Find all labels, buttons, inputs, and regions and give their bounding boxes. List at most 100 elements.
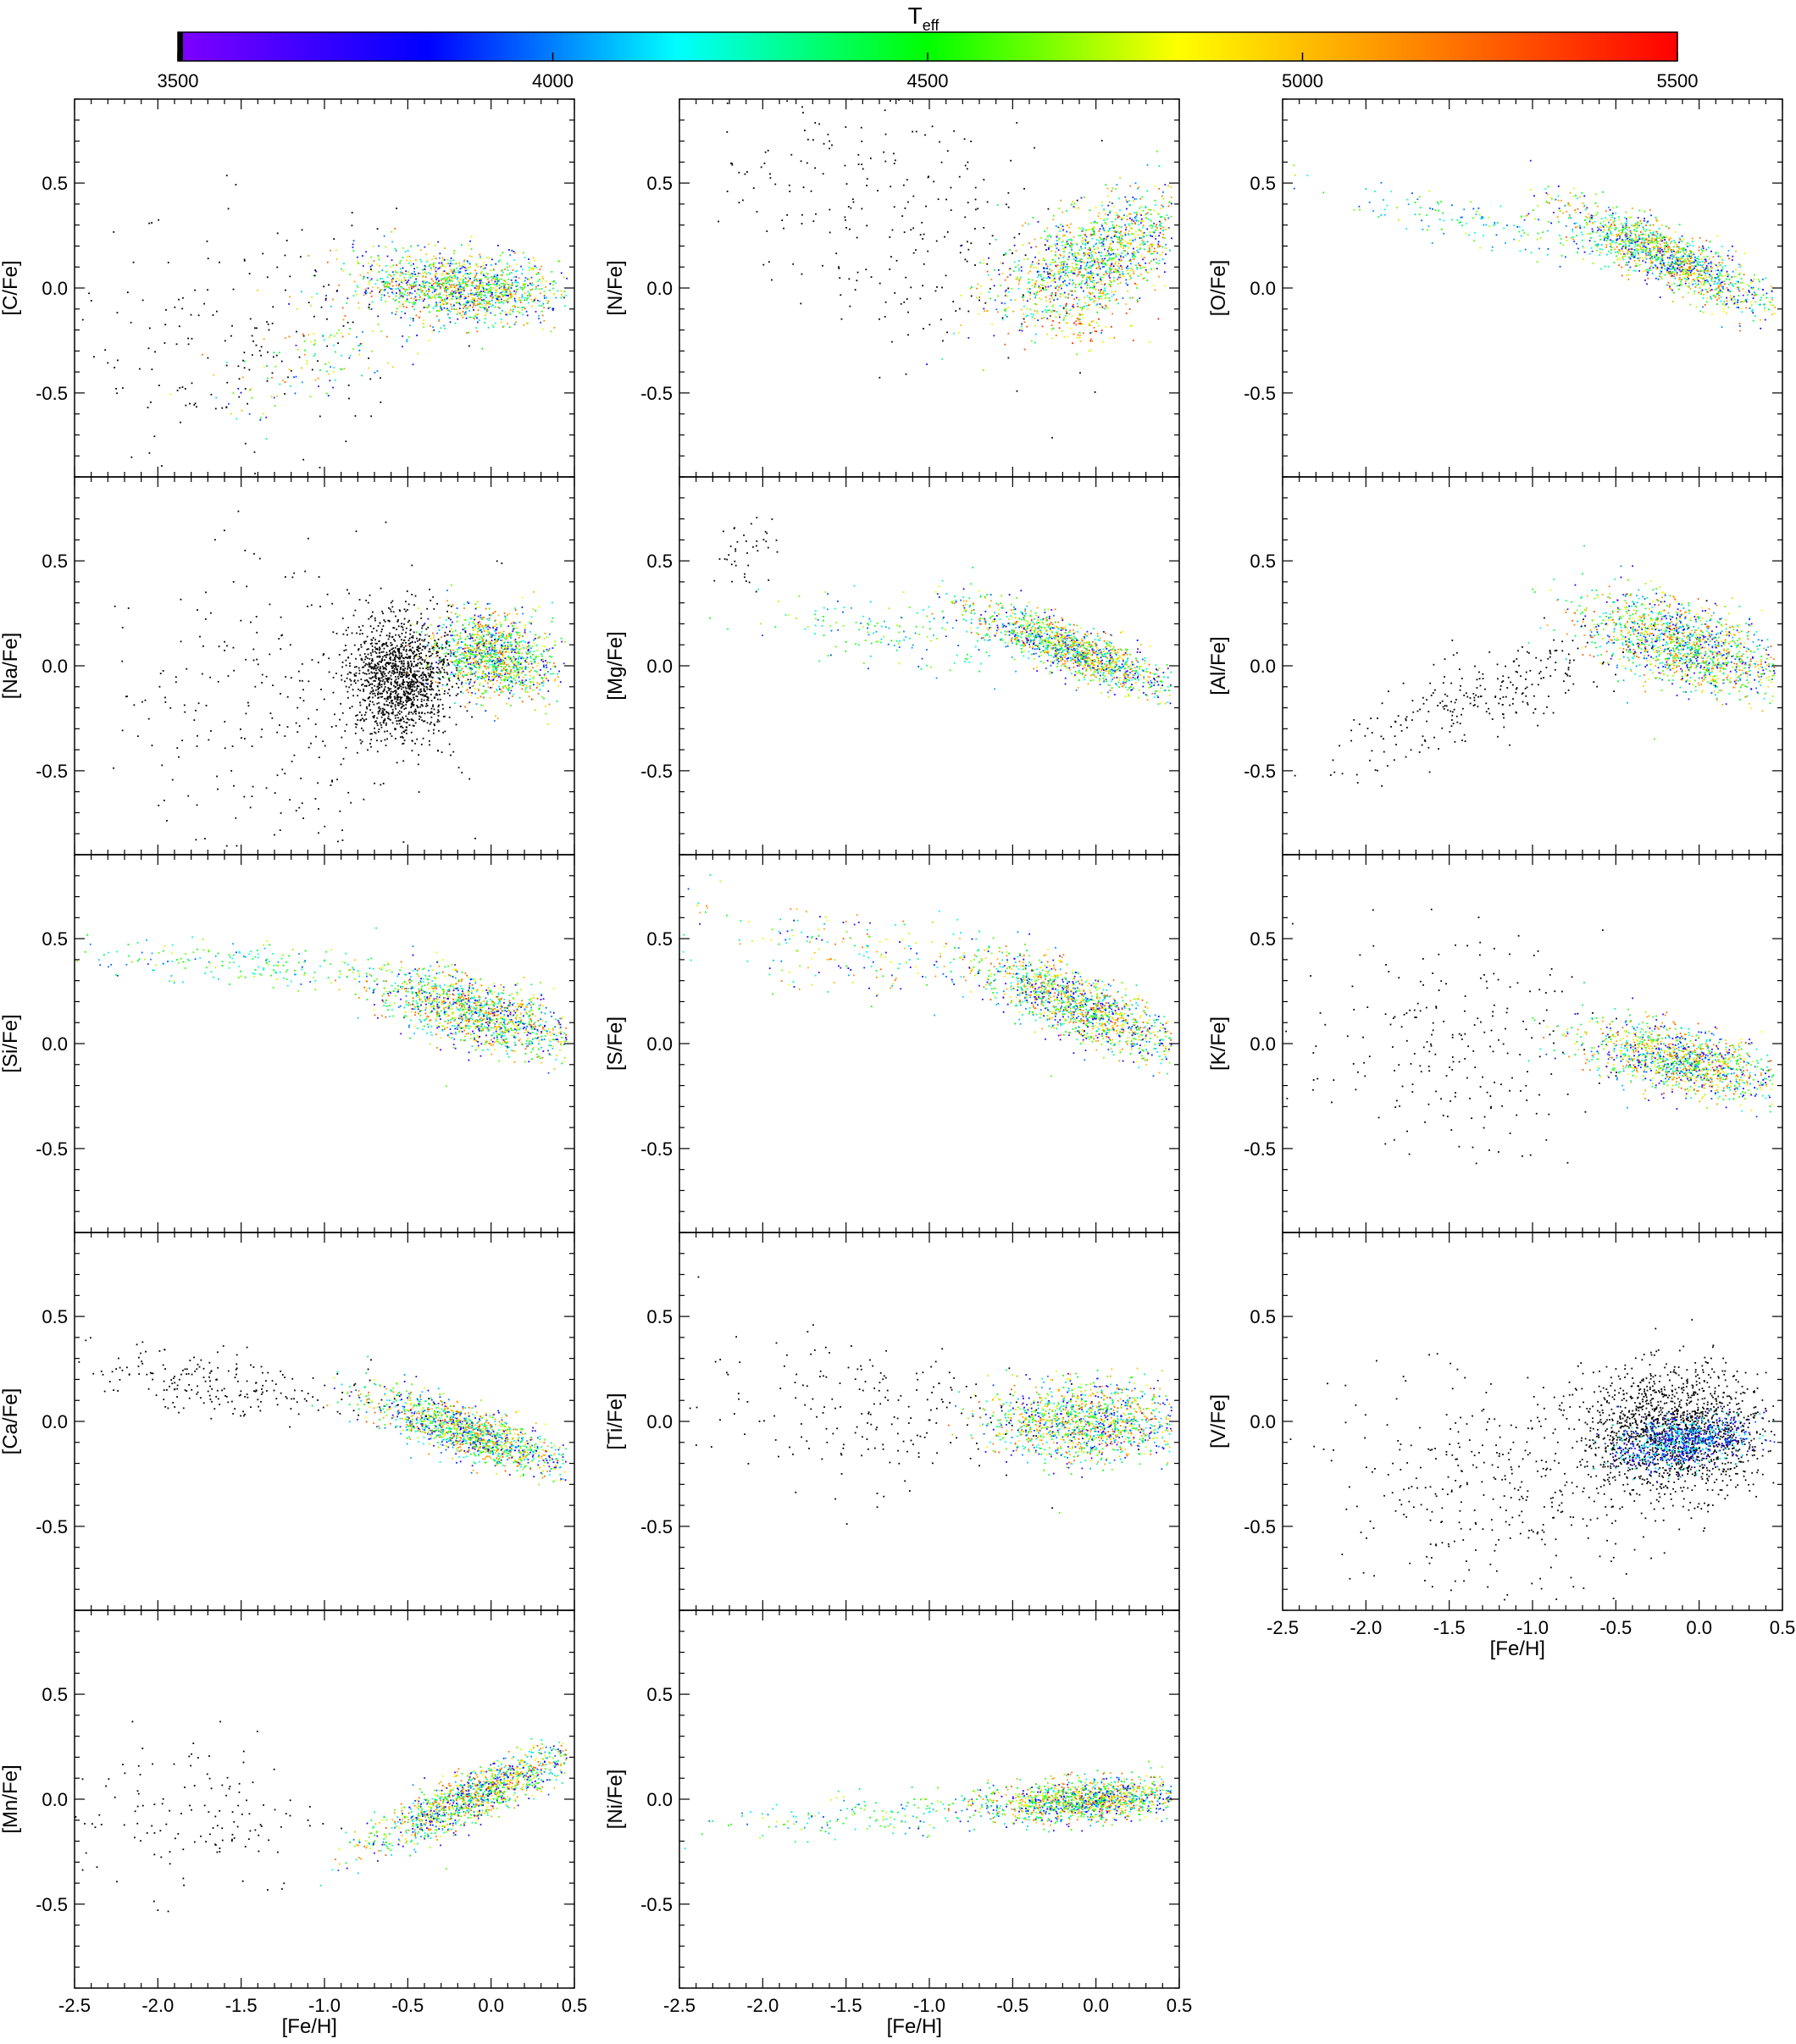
data-point [1033, 313, 1034, 316]
data-point [474, 280, 475, 281]
data-point [1137, 301, 1139, 302]
data-point [1106, 237, 1107, 240]
data-point [1679, 274, 1682, 276]
data-point [1041, 279, 1044, 281]
data-point [1034, 286, 1035, 289]
data-point [250, 388, 252, 391]
data-point [477, 286, 479, 289]
data-point [176, 390, 179, 391]
data-point [1041, 285, 1044, 286]
data-point [466, 269, 468, 271]
data-point [435, 302, 437, 304]
data-point [1110, 265, 1111, 268]
data-point [1699, 286, 1701, 288]
data-point [1141, 235, 1144, 237]
data-point [1674, 253, 1677, 256]
data-point [1699, 274, 1702, 277]
data-point [1644, 234, 1647, 236]
data-point [1746, 284, 1749, 285]
data-point [385, 285, 387, 288]
data-point [409, 276, 411, 279]
data-point [460, 267, 463, 269]
data-point [1715, 252, 1717, 254]
data-point [511, 249, 513, 252]
data-point [1627, 237, 1630, 239]
data-point [434, 290, 435, 292]
data-point [1702, 293, 1705, 296]
panel-ofe: -0.50.00.5[O/Fe] [1207, 98, 1783, 478]
data-point [316, 292, 319, 295]
data-point [1652, 224, 1655, 226]
data-point [848, 278, 851, 280]
data-point [955, 310, 957, 312]
data-point [1059, 269, 1062, 272]
data-point [1669, 269, 1671, 270]
data-point [1100, 283, 1103, 285]
data-point [1054, 281, 1056, 283]
data-point [1141, 196, 1144, 198]
data-point [408, 294, 410, 296]
data-point [1038, 259, 1040, 262]
data-point [1106, 252, 1108, 255]
data-point [1087, 277, 1089, 280]
data-point [1149, 224, 1151, 227]
data-point [441, 283, 443, 285]
data-point [1050, 269, 1053, 272]
data-point [979, 285, 982, 287]
data-point [946, 150, 949, 152]
data-point [1584, 219, 1586, 221]
data-point [1085, 241, 1088, 243]
data-point [1004, 291, 1006, 293]
data-point [535, 266, 538, 269]
data-point [1109, 212, 1111, 214]
data-point [1624, 232, 1627, 234]
data-point [1713, 276, 1716, 279]
data-point [884, 301, 887, 303]
data-point [407, 335, 410, 338]
data-point [1063, 291, 1066, 294]
data-point [506, 281, 508, 284]
data-point [524, 291, 526, 294]
data-point [1610, 249, 1612, 251]
data-point [1703, 269, 1705, 271]
data-point [1670, 275, 1672, 278]
data-point [1100, 280, 1102, 282]
data-point [395, 284, 397, 286]
data-point [1671, 249, 1674, 252]
data-point [341, 307, 344, 309]
data-point [397, 285, 400, 287]
data-point [1558, 208, 1560, 209]
data-point [893, 152, 895, 155]
data-point [1109, 243, 1111, 246]
data-point [440, 304, 442, 307]
data-point [744, 173, 746, 175]
data-point [419, 289, 421, 291]
data-point [1082, 323, 1084, 325]
data-point [1750, 280, 1753, 282]
data-point [1700, 293, 1703, 296]
data-point [1171, 237, 1172, 240]
data-point [1054, 251, 1056, 253]
data-point [242, 359, 244, 362]
data-point [1758, 288, 1760, 291]
data-point [1086, 241, 1089, 243]
data-point [1027, 314, 1029, 317]
data-point [975, 296, 978, 299]
data-point [879, 282, 881, 285]
data-point [324, 363, 327, 365]
data-point [400, 268, 402, 270]
data-point [1678, 258, 1681, 261]
data-point [1659, 296, 1661, 298]
data-point [1085, 304, 1088, 307]
data-point [1139, 297, 1141, 299]
data-point [1030, 340, 1033, 342]
data-point [1117, 276, 1120, 279]
data-point [1721, 303, 1724, 305]
data-point [1619, 236, 1621, 239]
data-point [469, 240, 471, 242]
data-point [1017, 278, 1019, 280]
data-point [1103, 230, 1106, 231]
data-point [1668, 287, 1671, 290]
data-point [1140, 206, 1143, 208]
data-point [1752, 286, 1754, 289]
